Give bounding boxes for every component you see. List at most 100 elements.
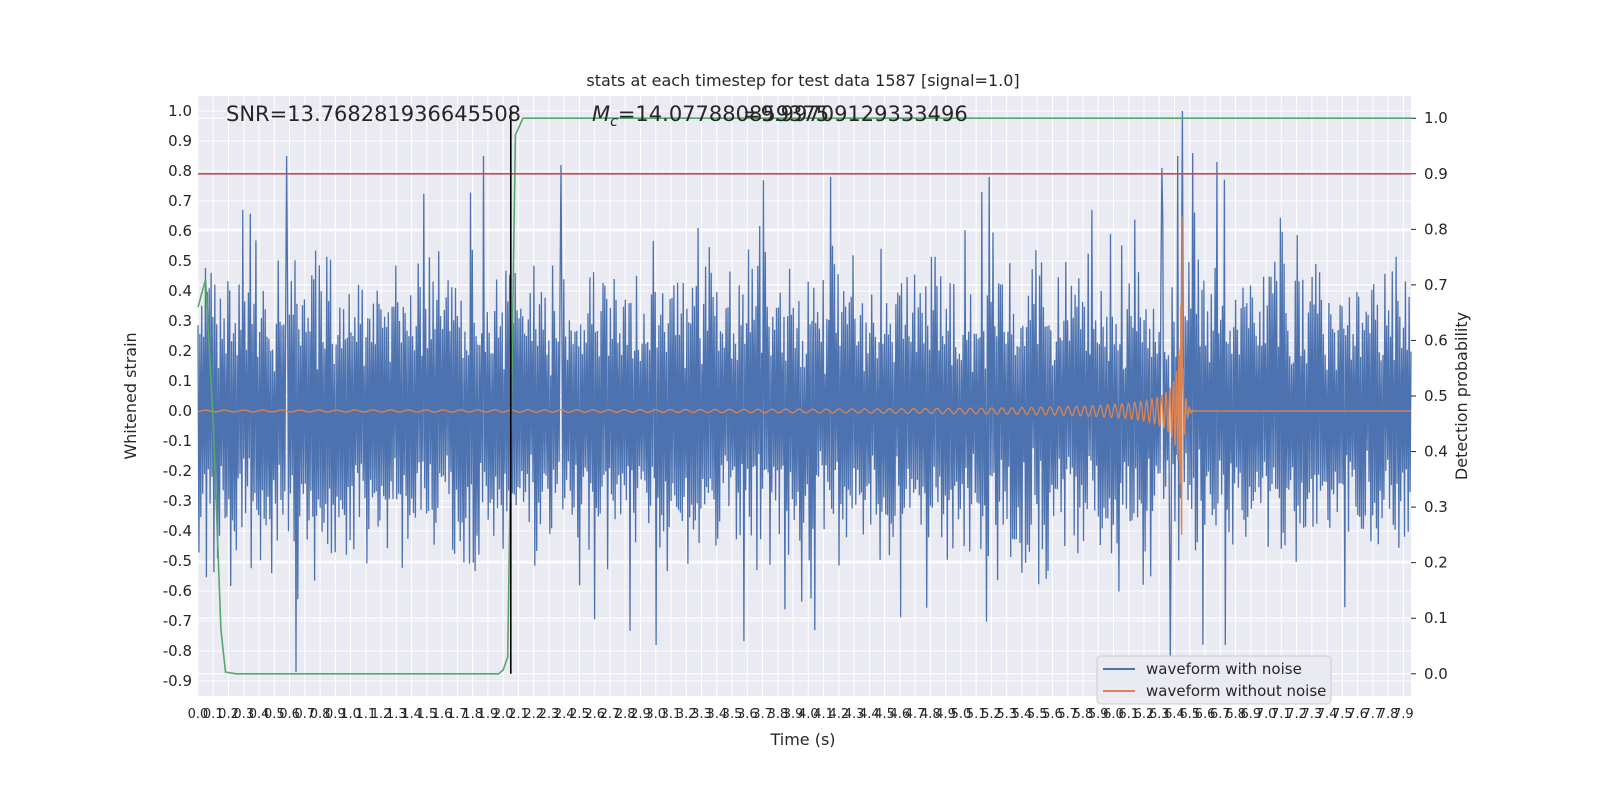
x-tick-label: 3.6 <box>737 707 758 722</box>
x-tick-label: 1.1 <box>355 707 376 722</box>
x-tick-label: 7.6 <box>1347 707 1368 722</box>
x-tick-label: 2.6 <box>584 707 605 722</box>
y-right-tick-label: 0.6 <box>1424 331 1448 349</box>
legend-label-noise: waveform with noise <box>1146 660 1302 678</box>
y-left-tick-label: 0.2 <box>168 342 192 360</box>
x-tick-label: 5.3 <box>996 707 1017 722</box>
x-tick-label: 3.0 <box>645 707 666 722</box>
x-tick-label: 3.7 <box>752 707 773 722</box>
x-tick-label: 6.6 <box>1195 707 1216 722</box>
x-tick-label: 3.3 <box>691 707 712 722</box>
x-tick-label: 1.7 <box>447 707 468 722</box>
x-tick-label: 5.8 <box>1073 707 1094 722</box>
series-detection-probability <box>197 117 1411 675</box>
x-tick-label: 5.2 <box>981 707 1002 722</box>
y-right-tick-label: 0.8 <box>1424 220 1448 238</box>
clean-line <box>197 216 1411 535</box>
x-tick-label: 7.7 <box>1363 707 1384 722</box>
x-tick-label: 1.2 <box>371 707 392 722</box>
y-right-tick-label: 0.1 <box>1424 609 1448 627</box>
y-right-tick-label: 0.2 <box>1424 554 1448 572</box>
x-tick-label: 7.0 <box>1256 707 1277 722</box>
reference-lines <box>198 111 1411 674</box>
x-tick-label: 5.5 <box>1027 707 1048 722</box>
x-tick-label: 2.4 <box>554 707 575 722</box>
x-tick-label: 6.2 <box>1134 707 1155 722</box>
x-tick-label: 4.7 <box>905 707 926 722</box>
y-left-tick-label: -0.4 <box>163 522 192 540</box>
x-tick-label: 0.8 <box>310 707 331 722</box>
y-left-tick-label: -0.5 <box>163 552 192 570</box>
x-tick-label: 7.1 <box>1271 707 1292 722</box>
y-right-tick-label: 0.4 <box>1424 443 1448 461</box>
x-tick-label: 6.0 <box>1103 707 1124 722</box>
y-left-tick-label: 0.7 <box>168 192 192 210</box>
y-right-tick-label: 0.5 <box>1424 387 1448 405</box>
x-tick-label: 3.1 <box>661 707 682 722</box>
mc-value: =14.077880859375 <box>618 102 829 126</box>
x-tick-label: 1.0 <box>340 707 361 722</box>
x-tick-label: 3.5 <box>722 707 743 722</box>
x-tick-label: 0.2 <box>218 707 239 722</box>
x-tick-label: 0.3 <box>233 707 254 722</box>
y-left-tick-label: 0.0 <box>168 402 192 420</box>
chart-title: stats at each timestep for test data 158… <box>586 71 1019 90</box>
x-tick-label: 0.0 <box>188 707 209 722</box>
x-tick-label: 6.1 <box>1118 707 1139 722</box>
x-tick-label: 6.7 <box>1210 707 1231 722</box>
x-tick-label: 5.7 <box>1057 707 1078 722</box>
x-tick-label: 0.4 <box>249 707 270 722</box>
x-tick-label: 4.0 <box>798 707 819 722</box>
series-waveform-with-noise <box>197 110 1412 673</box>
x-tick-label: 1.6 <box>432 707 453 722</box>
x-tick-label: 5.1 <box>966 707 987 722</box>
x-tick-label: 0.6 <box>279 707 300 722</box>
x-tick-label: 0.5 <box>264 707 285 722</box>
x-tick-label: 6.3 <box>1149 707 1170 722</box>
y-right-tick-label: 0.7 <box>1424 276 1448 294</box>
x-tick-label: 6.8 <box>1225 707 1246 722</box>
x-tick-label: 2.5 <box>569 707 590 722</box>
x-tick-label: 7.9 <box>1393 707 1414 722</box>
x-tick-label: 7.2 <box>1286 707 1307 722</box>
y-left-tick-label: 0.4 <box>168 282 192 300</box>
x-tick-label: 5.6 <box>1042 707 1063 722</box>
x-tick-label: 4.3 <box>844 707 865 722</box>
x-tick-label: 4.8 <box>920 707 941 722</box>
y-left-tick-label: 1.0 <box>168 102 192 120</box>
y-axis-right-label: Detection probability <box>1452 312 1471 480</box>
x-tick-label: 0.1 <box>203 707 224 722</box>
y-right-tick-label: 0.3 <box>1424 498 1448 516</box>
y-left-tick-label: 0.9 <box>168 132 192 150</box>
x-tick-label: 2.2 <box>523 707 544 722</box>
x-tick-label: 4.2 <box>828 707 849 722</box>
x-tick-label: 3.8 <box>767 707 788 722</box>
x-tick-label: 1.4 <box>401 707 422 722</box>
y-left-tick-label: -0.3 <box>163 492 192 510</box>
x-tick-label: 0.7 <box>294 707 315 722</box>
x-tick-label: 3.4 <box>706 707 727 722</box>
snr-annotation: SNR=13.768281936645508 <box>226 102 521 126</box>
x-tick-label: 4.1 <box>813 707 834 722</box>
x-tick-label: 4.9 <box>935 707 956 722</box>
x-tick-label: 6.5 <box>1179 707 1200 722</box>
y-left-tick-label: -0.8 <box>163 642 192 660</box>
y-left-tick-label: -0.9 <box>163 672 192 690</box>
y-left-tick-label: 0.8 <box>168 162 192 180</box>
y-left-tick-label: -0.1 <box>163 432 192 450</box>
x-tick-label: 7.4 <box>1317 707 1338 722</box>
y-axis-left: -0.9 -0.8 -0.7 -0.6 -0.5 -0.4 -0.3 -0.2 -0.1 0.0 0… <box>163 102 192 690</box>
x-tick-label: 2.7 <box>600 707 621 722</box>
y-left-tick-label: 0.1 <box>168 372 192 390</box>
x-tick-label: 3.9 <box>783 707 804 722</box>
y-right-tick-label: 0.0 <box>1424 665 1448 683</box>
x-tick-label: 4.4 <box>859 707 880 722</box>
x-tick-label: 6.9 <box>1240 707 1261 722</box>
x-tick-label: 7.5 <box>1332 707 1353 722</box>
x-tick-label: 5.0 <box>951 707 972 722</box>
x-tick-label: 7.8 <box>1378 707 1399 722</box>
legend: waveform with noise waveform without noi… <box>1096 655 1332 705</box>
noise-line <box>197 110 1412 673</box>
series-waveform-without-noise <box>197 216 1411 535</box>
